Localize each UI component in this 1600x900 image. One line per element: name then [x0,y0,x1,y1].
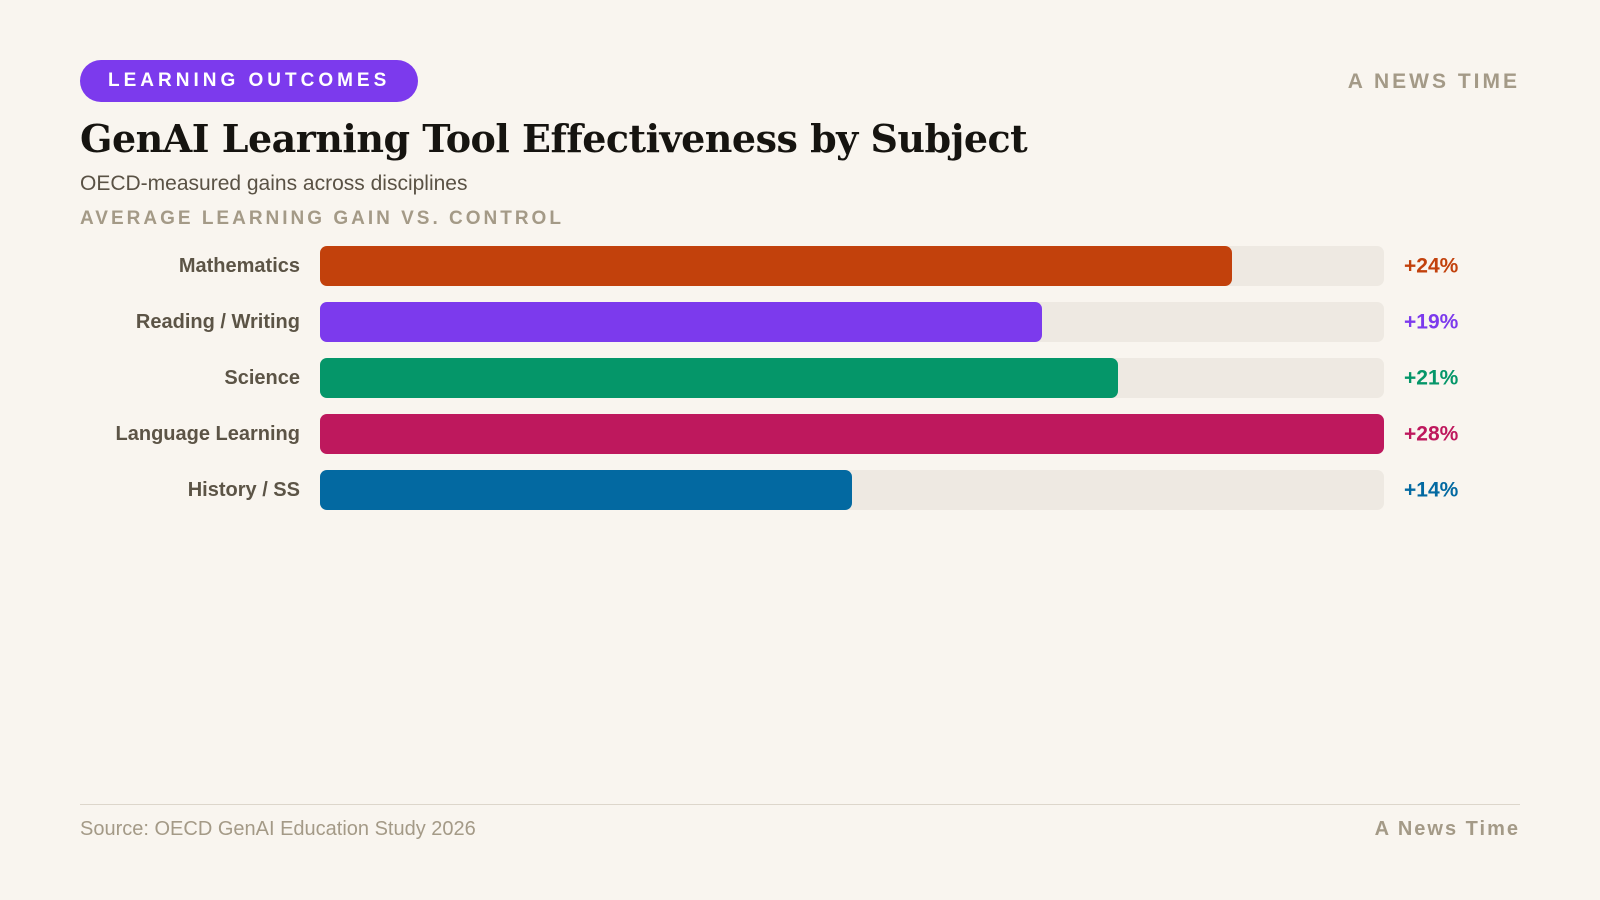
bar [320,358,1118,398]
brand-wordmark: A NEWS TIME [1347,70,1520,93]
category-label: Mathematics [179,255,300,277]
category-label: Science [224,367,300,389]
footer-divider [80,804,1520,805]
bar-row: Mathematics +24% [179,246,1459,286]
category-label: History / SS [188,479,300,501]
bar-chart: Mathematics +24% Reading / Writing +19% Scie… [116,246,1459,510]
value-label: +24% [1404,255,1459,278]
bar-row: History / SS +14% [188,470,1459,510]
bar [320,414,1384,454]
bar-row: Science +21% [224,358,1459,398]
footer-brand: A News Time [1374,818,1520,840]
bar [320,302,1042,342]
value-label: +28% [1404,423,1459,446]
axis-caption: AVERAGE LEARNING GAIN VS. CONTROL [80,208,564,229]
bar [320,246,1232,286]
category-label: Reading / Writing [136,311,300,333]
category-tag: LEARNING OUTCOMES [80,60,419,102]
value-label: +14% [1404,479,1459,502]
source-note: Source: OECD GenAI Education Study 2026 [80,818,476,840]
value-label: +21% [1404,367,1459,390]
category-label: Language Learning [116,423,300,445]
bar-row: Language Learning +28% [116,414,1459,454]
chart-subtitle: OECD-measured gains across disciplines [80,172,468,195]
bar-row: Reading / Writing +19% [136,302,1459,342]
bar [320,470,852,510]
value-label: +19% [1404,311,1459,334]
chart-title: GenAI Learning Tool Effectiveness by Sub… [80,116,1028,161]
